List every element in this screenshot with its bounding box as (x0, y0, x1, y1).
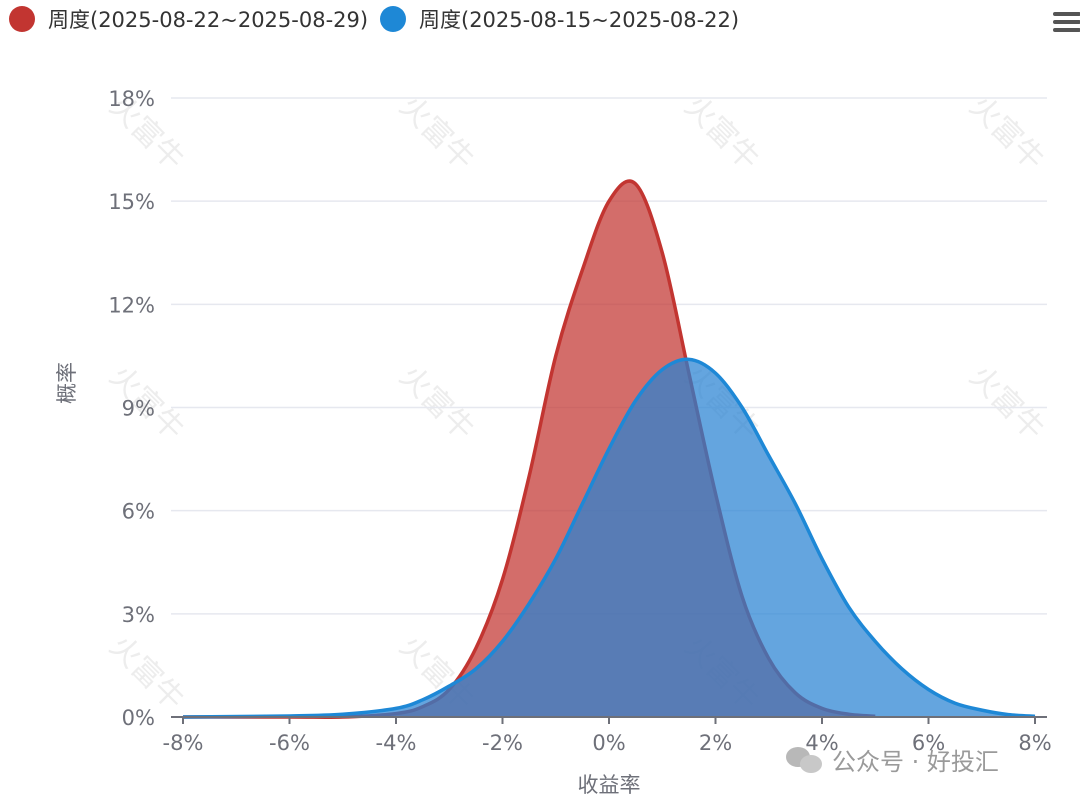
watermark-credit-text: 公众号 · 好投汇 (832, 748, 999, 776)
x-tick-label: -8% (163, 731, 204, 755)
y-tick-label: 12% (108, 293, 155, 317)
x-tick-label: 0% (592, 731, 625, 755)
x-tick-label: 8% (1018, 731, 1051, 755)
x-tick-label: 2% (699, 731, 732, 755)
legend-marker-2[interactable] (380, 6, 406, 32)
x-tick-label: -6% (269, 731, 310, 755)
watermark-text: 火富牛 (678, 89, 766, 177)
watermark-credit: 公众号 · 好投汇 (786, 742, 999, 777)
watermark-text: 火富牛 (963, 359, 1051, 447)
y-tick-label: 18% (108, 87, 155, 111)
watermark-text: 火富牛 (963, 89, 1051, 177)
x-tick-label: -2% (482, 731, 523, 755)
legend-label-2[interactable]: 周度(2025-08-15~2025-08-22) (419, 8, 739, 32)
x-tick-label: 6% (912, 731, 945, 755)
y-tick-label: 9% (122, 397, 155, 421)
y-tick-label: 15% (108, 190, 155, 214)
y-axis-label: 概率 (55, 362, 79, 404)
y-tick-label: 6% (122, 500, 155, 524)
x-tick-label: 4% (805, 731, 838, 755)
legend-marker-1[interactable] (9, 6, 35, 32)
x-axis-label: 收益率 (578, 773, 641, 797)
y-tick-label: 0% (122, 706, 155, 730)
hamburger-menu-icon[interactable] (1053, 8, 1080, 38)
watermark-text: 火富牛 (393, 89, 481, 177)
watermark-text: 火富牛 (393, 359, 481, 447)
series-line-2[interactable] (182, 357, 1036, 719)
wechat-icon (786, 745, 824, 775)
x-tick-label: -4% (376, 731, 417, 755)
legend-label-1[interactable]: 周度(2025-08-22~2025-08-29) (48, 8, 368, 32)
series-area-2 (183, 359, 1035, 717)
y-tick-label: 3% (122, 603, 155, 627)
watermark-text: 火富牛 (103, 629, 191, 717)
